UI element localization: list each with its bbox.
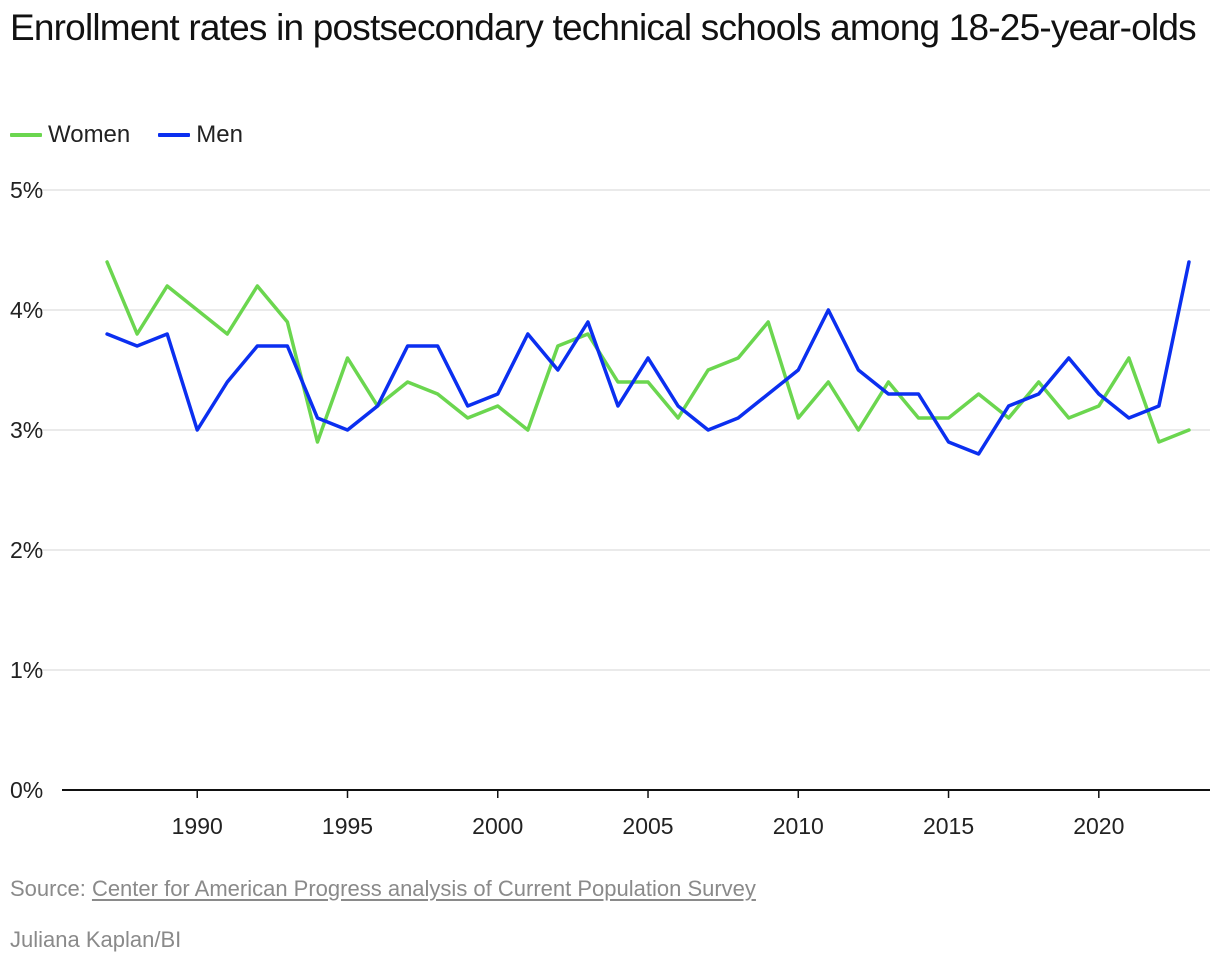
y-tick-label-4: 4% [10,297,43,323]
chart-title: Enrollment rates in postsecondary techni… [10,7,1197,48]
legend: Women Men [10,120,243,150]
x-tick-label-2000: 2000 [472,813,523,839]
x-tick-label-1990: 1990 [172,813,223,839]
legend-label-women: Women [48,121,131,148]
x-tick-label-1995: 1995 [322,813,373,839]
source-link[interactable]: Center for American Progress analysis of… [91,876,756,901]
series-line-men [105,260,1191,456]
x-tick-label-2015: 2015 [923,813,974,839]
x-tick-label-2020: 2020 [1073,813,1124,839]
x-tick-label-2005: 2005 [622,813,673,839]
x-tick-label-2010: 2010 [773,813,824,839]
y-tick-label-5: 5% [10,177,43,203]
source-line: Source: Center for American Progress ana… [10,876,756,902]
line-chart: 0% 1% 2% 3% 4% 5% 1990 1995 2000 2005 2010 2015 2020 [10,177,1210,839]
legend-item-women: Women [10,121,130,149]
y-tick-label-2: 2% [10,537,43,563]
source-prefix: Source: [10,876,92,901]
y-tick-label-0: 0% [10,777,43,803]
y-tick-label-3: 3% [10,417,43,443]
legend-swatch-men [158,133,191,137]
legend-swatch-women [10,133,42,137]
series-line-women [105,260,1191,444]
legend-item-men: Men [158,121,243,149]
legend-label-men: Men [196,121,243,148]
y-tick-label-1: 1% [10,657,43,683]
credit-line: Juliana Kaplan/BI [10,927,182,952]
